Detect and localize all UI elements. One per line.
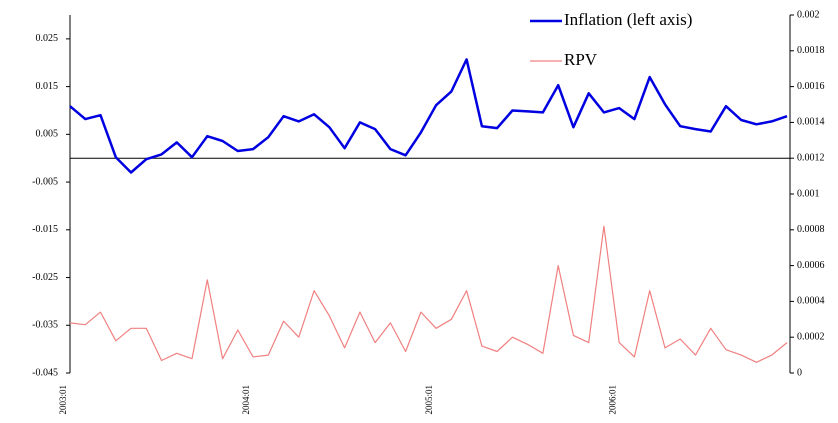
x-tick-label: 2006:01 — [607, 385, 617, 415]
y2-tick-label: 0.0012 — [797, 152, 825, 163]
y2-tick-label: 0.002 — [797, 9, 820, 20]
x-tick-label: 2004:01 — [241, 385, 251, 415]
series-line — [69, 58, 788, 174]
y2-tick-label: 0.0008 — [797, 224, 825, 235]
series-line — [69, 225, 788, 363]
y2-tick-label: 0.0014 — [797, 117, 825, 128]
y-tick-label: 0.025 — [36, 33, 59, 44]
y2-tick-label: 0.0002 — [797, 331, 825, 342]
x-tick-label: 2003:01 — [58, 385, 68, 415]
y2-tick-label: 0 — [797, 367, 802, 378]
y-tick-label: 0.015 — [36, 81, 59, 92]
y-tick-label: -0.035 — [32, 320, 58, 331]
legend: Inflation (left axis) RPV — [530, 10, 692, 69]
y-tick-label: -0.045 — [32, 367, 58, 378]
y2-tick-label: 0.0018 — [797, 45, 825, 56]
y2-tick-label: 0.001 — [797, 188, 820, 199]
y-tick-label: -0.015 — [32, 224, 58, 235]
x-tick-label: 2005:01 — [424, 385, 434, 415]
y-tick-label: -0.005 — [32, 176, 58, 187]
y-tick-label: -0.025 — [32, 272, 58, 283]
y-tick-label: 0.005 — [36, 129, 59, 140]
legend-label: RPV — [564, 50, 598, 69]
y2-tick-label: 0.0004 — [797, 296, 825, 307]
legend-label: Inflation (left axis) — [564, 10, 692, 29]
y2-tick-label: 0.0006 — [797, 260, 825, 271]
y2-tick-label: 0.0016 — [797, 81, 825, 92]
